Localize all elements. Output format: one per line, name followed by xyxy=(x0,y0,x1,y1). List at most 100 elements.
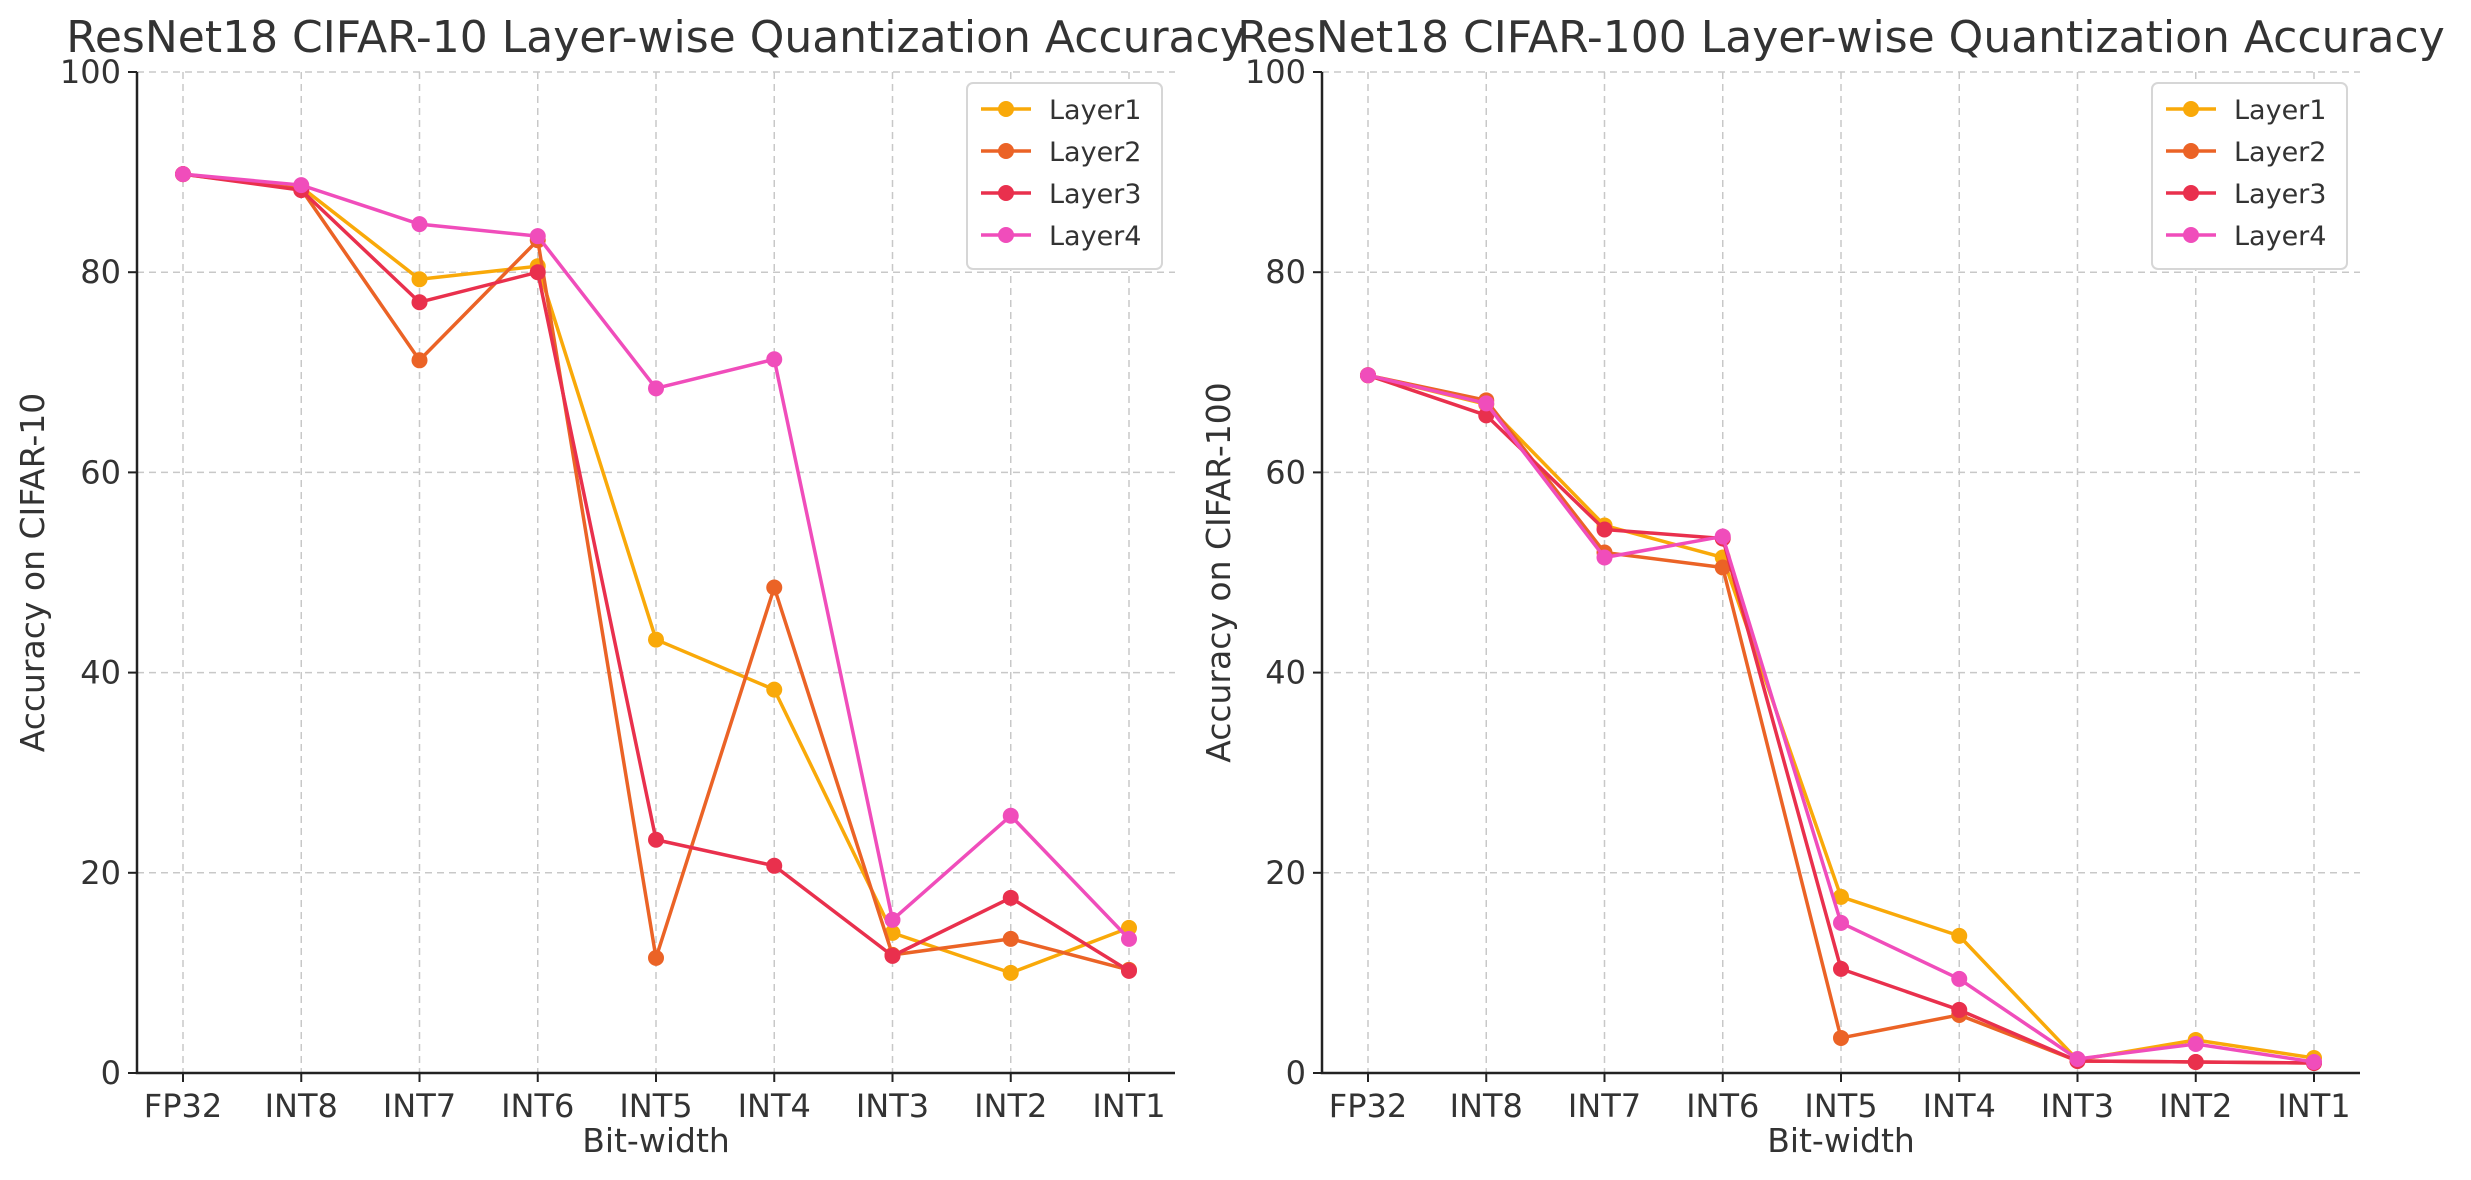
legend-swatch-marker xyxy=(2183,101,2199,117)
data-point xyxy=(1951,970,1968,987)
series-line xyxy=(1367,373,2315,1065)
data-point xyxy=(1833,960,1849,977)
data-point xyxy=(648,831,664,848)
data-point xyxy=(411,216,428,233)
data-point xyxy=(529,228,546,245)
x-tick-label: FP32 xyxy=(144,1087,222,1125)
y-tick-label: 0 xyxy=(1286,1054,1306,1092)
x-axis-label: Bit-width xyxy=(1767,1121,1915,1160)
legend-label: Layer4 xyxy=(2234,221,2326,252)
chart-panel-2: FP32 INT8 INT7 INT6 INT5 INT4 INT3 INT2 INT1 0 20 4… xyxy=(1199,12,2445,1160)
legend-frame xyxy=(2151,82,2348,270)
data-point xyxy=(2069,1050,2086,1067)
y-tick-label: 60 xyxy=(80,453,121,491)
data-point xyxy=(1002,964,1019,981)
x-tick-label: INT2 xyxy=(974,1087,1047,1125)
data-point xyxy=(1951,927,1968,944)
y-tick-label: 20 xyxy=(80,854,121,892)
data-point xyxy=(1002,807,1019,824)
x-tick-label: INT5 xyxy=(619,1087,692,1125)
data-point xyxy=(648,380,664,397)
data-point xyxy=(175,166,191,183)
x-tick-label: INT7 xyxy=(1568,1087,1641,1125)
series-line xyxy=(1367,373,2315,1065)
data-point xyxy=(2306,1053,2322,1070)
data-point xyxy=(411,271,428,288)
data-point xyxy=(1121,962,1137,979)
y-tick-label: 80 xyxy=(80,253,121,291)
series-line xyxy=(1367,373,2315,1062)
y-axis-label: Accuracy on CIFAR-100 xyxy=(1199,382,1238,763)
y-tick-label: 40 xyxy=(80,654,121,692)
data-point xyxy=(766,857,783,874)
x-tick-label: INT8 xyxy=(1450,1087,1523,1125)
data-point xyxy=(1002,930,1019,947)
x-axis-label: Bit-width xyxy=(582,1121,730,1160)
legend-swatch-marker xyxy=(998,185,1014,201)
data-point xyxy=(411,352,428,369)
data-point xyxy=(766,579,783,596)
data-point xyxy=(1833,914,1849,931)
y-tick-label: 100 xyxy=(1245,53,1306,91)
legend-label: Layer1 xyxy=(2234,95,2326,126)
x-tick-label: INT4 xyxy=(738,1087,811,1125)
y-tick-label: 0 xyxy=(101,1054,121,1092)
legend-label: Layer3 xyxy=(2234,179,2326,210)
legend-swatch-marker xyxy=(998,143,1014,159)
y-tick-label: 60 xyxy=(1265,453,1306,491)
x-tick-label: FP32 xyxy=(1329,1087,1407,1125)
y-tick-label: 80 xyxy=(1265,253,1306,291)
data-point xyxy=(766,681,783,698)
y-tick-label: 40 xyxy=(1265,654,1306,692)
x-tick-label: INT6 xyxy=(501,1087,574,1125)
data-point xyxy=(648,631,664,648)
grid xyxy=(137,71,1175,1074)
legend-swatch-marker xyxy=(2183,227,2199,243)
y-tick-label: 100 xyxy=(60,53,121,91)
series-line xyxy=(1367,373,2315,1064)
legend-swatch-marker xyxy=(2183,143,2199,159)
data-point xyxy=(1121,919,1137,936)
data-point xyxy=(884,911,901,928)
y-tick-label: 20 xyxy=(1265,854,1306,892)
x-tick-label: INT6 xyxy=(1686,1087,1759,1125)
data-point xyxy=(1596,549,1613,566)
legend-frame xyxy=(966,82,1163,270)
data-point xyxy=(766,351,783,368)
data-point xyxy=(1002,889,1019,906)
legend-swatch-marker xyxy=(998,101,1014,117)
legend-label: Layer1 xyxy=(1049,95,1141,126)
x-tick-label: INT5 xyxy=(1804,1087,1877,1125)
data-point xyxy=(1360,367,1376,384)
data-point xyxy=(2187,1053,2204,1070)
legend: Layer1 Layer2 Layer3 Layer4 xyxy=(2151,82,2348,270)
data-point xyxy=(1596,521,1613,538)
legend-swatch-marker xyxy=(2183,185,2199,201)
data-point xyxy=(1833,888,1849,905)
legend-label: Layer4 xyxy=(1049,221,1141,252)
data-point xyxy=(1714,559,1731,576)
legend-label: Layer3 xyxy=(1049,179,1141,210)
legend: Layer1 Layer2 Layer3 Layer4 xyxy=(966,82,1163,270)
data-point xyxy=(884,947,901,964)
x-tick-label: INT1 xyxy=(2277,1087,2350,1125)
chart-panel-1: FP32 INT8 INT7 INT6 INT5 INT4 INT3 INT2 INT1 0 20 4… xyxy=(13,12,1246,1160)
data-point xyxy=(293,177,310,194)
legend-label: Layer2 xyxy=(1049,137,1141,168)
data-point xyxy=(529,264,546,281)
series-layer4 xyxy=(175,166,1137,947)
x-tick-label: INT2 xyxy=(2159,1087,2232,1125)
x-tick-label: INT3 xyxy=(856,1087,929,1125)
data-point xyxy=(1121,930,1137,947)
x-tick-label: INT3 xyxy=(2041,1087,2114,1125)
data-point xyxy=(1478,395,1495,412)
x-tick-label: INT4 xyxy=(1923,1087,1996,1125)
chart-title: ResNet18 CIFAR-100 Layer-wise Quantizati… xyxy=(1237,12,2445,63)
data-point xyxy=(2187,1035,2204,1052)
series-layer4 xyxy=(1360,367,2322,1070)
x-tick-label: INT1 xyxy=(1092,1087,1165,1125)
data-point xyxy=(1833,1029,1849,1046)
chart-title: ResNet18 CIFAR-10 Layer-wise Quantizatio… xyxy=(66,12,1246,63)
data-point xyxy=(648,949,664,966)
